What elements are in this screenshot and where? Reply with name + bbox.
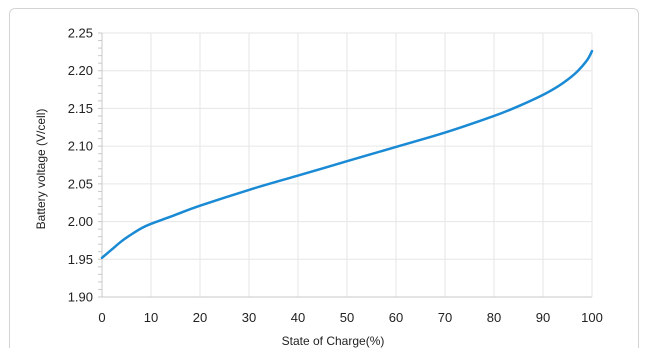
data-point	[140, 227, 142, 229]
x-axis-title: State of Charge(%)	[282, 334, 385, 348]
data-point	[346, 160, 348, 162]
x-tick-labels: 0 10 20 30 40 50 60 70 80 90 100	[98, 310, 602, 325]
data-point	[150, 223, 152, 225]
data-point	[517, 105, 519, 107]
data-point	[199, 205, 201, 207]
data-point	[586, 59, 588, 61]
x-tick-label: 90	[536, 310, 550, 325]
x-tick-label: 60	[389, 310, 403, 325]
series-line	[100, 49, 594, 260]
data-point	[297, 174, 299, 176]
x-tick-label: 20	[193, 310, 207, 325]
data-point	[111, 248, 113, 250]
data-point	[444, 131, 446, 133]
data-point	[591, 50, 593, 52]
x-tick-label: 40	[291, 310, 305, 325]
y-tick-label: 2.25	[68, 26, 93, 41]
data-point	[395, 146, 397, 148]
data-point	[542, 94, 544, 96]
grid-lines	[98, 32, 593, 298]
data-point	[101, 257, 103, 259]
data-point	[120, 240, 122, 242]
y-tick-label: 2.20	[68, 63, 93, 78]
y-tick-label: 1.90	[68, 290, 93, 305]
y-tick-labels: 2.25 2.20 2.15 2.10 2.05 2.00 1.95 1.90	[68, 26, 93, 305]
data-point	[174, 214, 176, 216]
data-point	[130, 233, 132, 235]
data-point	[248, 189, 250, 191]
data-point	[566, 79, 568, 81]
chart-frame	[9, 8, 639, 348]
x-tick-label: 0	[98, 310, 105, 325]
y-tick-label: 2.10	[68, 139, 93, 154]
x-tick-label: 80	[487, 310, 501, 325]
y-axis-title: Battery voltage (V/cell)	[34, 109, 48, 230]
y-tick-label: 1.95	[68, 252, 93, 267]
x-tick-label: 50	[340, 310, 354, 325]
x-tick-label: 30	[242, 310, 256, 325]
x-tick-label: 70	[438, 310, 452, 325]
x-tick-label: 10	[144, 310, 158, 325]
x-tick-label: 100	[581, 310, 603, 325]
data-point	[493, 115, 495, 117]
y-tick-label: 2.00	[68, 214, 93, 229]
axes	[101, 33, 592, 298]
data-point	[557, 85, 559, 87]
y-tick-label: 2.15	[68, 101, 93, 116]
y-tick-label: 2.05	[68, 176, 93, 191]
data-point	[576, 70, 578, 72]
